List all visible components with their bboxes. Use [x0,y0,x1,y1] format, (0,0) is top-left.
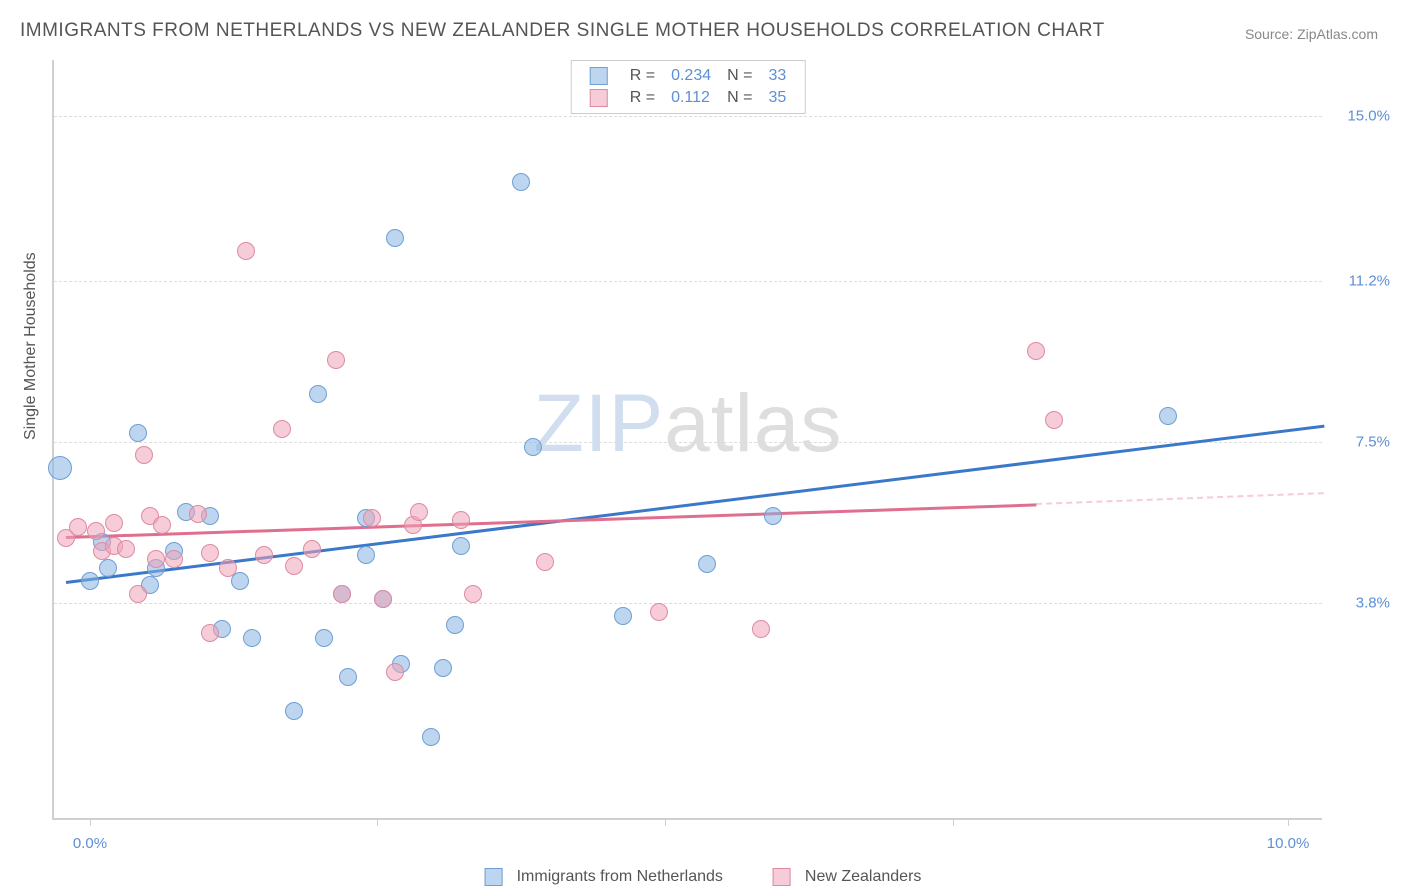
y-tick-label: 11.2% [1349,273,1390,290]
scatter-point-newzealand [135,446,153,464]
legend-swatch-netherlands [485,868,503,886]
scatter-point-newzealand [201,544,219,562]
scatter-point-newzealand [374,590,392,608]
scatter-point-netherlands [315,629,333,647]
x-tick [1288,818,1289,826]
source-attribution: Source: ZipAtlas.com [1245,26,1378,42]
scatter-point-newzealand [117,540,135,558]
scatter-point-netherlands [81,572,99,590]
scatter-point-netherlands [1159,407,1177,425]
legend-item-newzealand: New Zealanders [773,868,922,886]
scatter-point-newzealand [189,505,207,523]
scatter-point-newzealand [219,559,237,577]
scatter-point-newzealand [536,553,554,571]
scatter-point-newzealand [147,550,165,568]
scatter-point-newzealand [153,516,171,534]
legend-label-newzealand: New Zealanders [805,868,922,886]
scatter-point-newzealand [69,518,87,536]
scatter-plot-area: ZIPatlas R = 0.234 N = 33 R = 0.112 N = … [52,60,1322,820]
series-legend: Immigrants from Netherlands New Zealande… [485,868,922,886]
watermark-text: ZIPatlas [534,377,843,471]
x-tick-label: 0.0% [73,835,107,852]
scatter-point-netherlands [512,173,530,191]
scatter-point-netherlands [422,728,440,746]
r-label: R = [622,65,663,87]
gridline [54,281,1322,282]
scatter-point-newzealand [1045,411,1063,429]
scatter-point-netherlands [524,438,542,456]
scatter-point-newzealand [333,585,351,603]
scatter-point-netherlands [357,546,375,564]
scatter-point-newzealand [129,585,147,603]
watermark-atlas: atlas [664,378,842,469]
scatter-point-newzealand [165,550,183,568]
x-tick [665,818,666,826]
legend-item-netherlands: Immigrants from Netherlands [485,868,723,886]
legend-swatch-newzealand [590,89,608,107]
scatter-point-netherlands [446,616,464,634]
scatter-point-newzealand [363,509,381,527]
legend-label-netherlands: Immigrants from Netherlands [517,868,723,886]
y-tick-label: 7.5% [1356,434,1390,451]
gridline [54,116,1322,117]
legend-swatch-newzealand [773,868,791,886]
y-axis-title: Single Mother Households [22,252,40,440]
scatter-point-netherlands [243,629,261,647]
chart-title: IMMIGRANTS FROM NETHERLANDS VS NEW ZEALA… [20,20,1105,42]
r-label: R = [622,87,663,109]
scatter-point-netherlands [452,537,470,555]
x-tick [377,818,378,826]
x-tick-label: 10.0% [1267,835,1310,852]
n-label: N = [719,65,760,87]
trend-line [1036,492,1324,505]
scatter-point-netherlands [129,424,147,442]
scatter-point-netherlands [764,507,782,525]
scatter-point-newzealand [650,603,668,621]
gridline [54,603,1322,604]
scatter-point-newzealand [201,624,219,642]
legend-row-netherlands: R = 0.234 N = 33 [582,65,795,87]
n-value-netherlands: 33 [760,65,794,87]
legend-row-newzealand: R = 0.112 N = 35 [582,87,795,109]
scatter-point-newzealand [255,546,273,564]
scatter-point-newzealand [105,514,123,532]
scatter-point-netherlands [698,555,716,573]
scatter-point-netherlands [339,668,357,686]
scatter-point-netherlands [99,559,117,577]
n-value-newzealand: 35 [760,87,794,109]
scatter-point-netherlands [285,702,303,720]
gridline [54,442,1322,443]
scatter-point-newzealand [303,540,321,558]
x-tick [953,818,954,826]
scatter-point-newzealand [87,522,105,540]
correlation-legend: R = 0.234 N = 33 R = 0.112 N = 35 [571,60,806,114]
scatter-point-newzealand [285,557,303,575]
scatter-point-netherlands [434,659,452,677]
trend-line [66,425,1324,584]
scatter-point-newzealand [410,503,428,521]
y-tick-label: 15.0% [1347,108,1390,125]
scatter-point-netherlands [309,385,327,403]
r-value-netherlands: 0.234 [663,65,719,87]
y-tick-label: 3.8% [1356,594,1390,611]
scatter-point-newzealand [752,620,770,638]
scatter-point-newzealand [327,351,345,369]
scatter-point-newzealand [1027,342,1045,360]
scatter-point-newzealand [237,242,255,260]
scatter-point-netherlands [48,456,72,480]
r-value-newzealand: 0.112 [663,87,719,109]
watermark-zip: ZIP [534,378,665,469]
legend-swatch-netherlands [590,67,608,85]
scatter-point-netherlands [386,229,404,247]
n-label: N = [719,87,760,109]
scatter-point-netherlands [614,607,632,625]
scatter-point-newzealand [464,585,482,603]
scatter-point-newzealand [452,511,470,529]
scatter-point-newzealand [386,663,404,681]
x-tick [90,818,91,826]
scatter-point-newzealand [273,420,291,438]
